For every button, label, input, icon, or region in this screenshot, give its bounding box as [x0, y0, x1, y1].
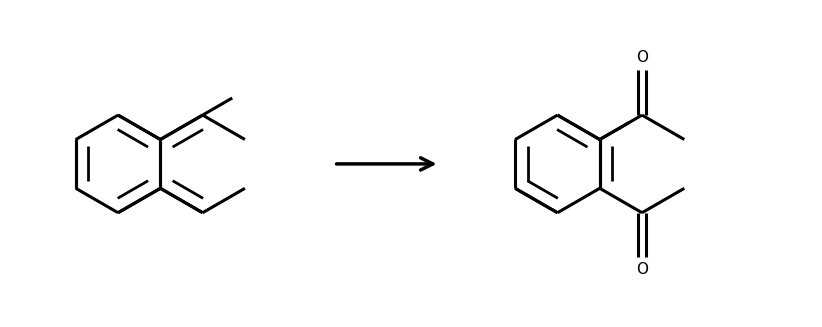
- Text: O: O: [636, 262, 648, 277]
- Text: O: O: [636, 50, 648, 65]
